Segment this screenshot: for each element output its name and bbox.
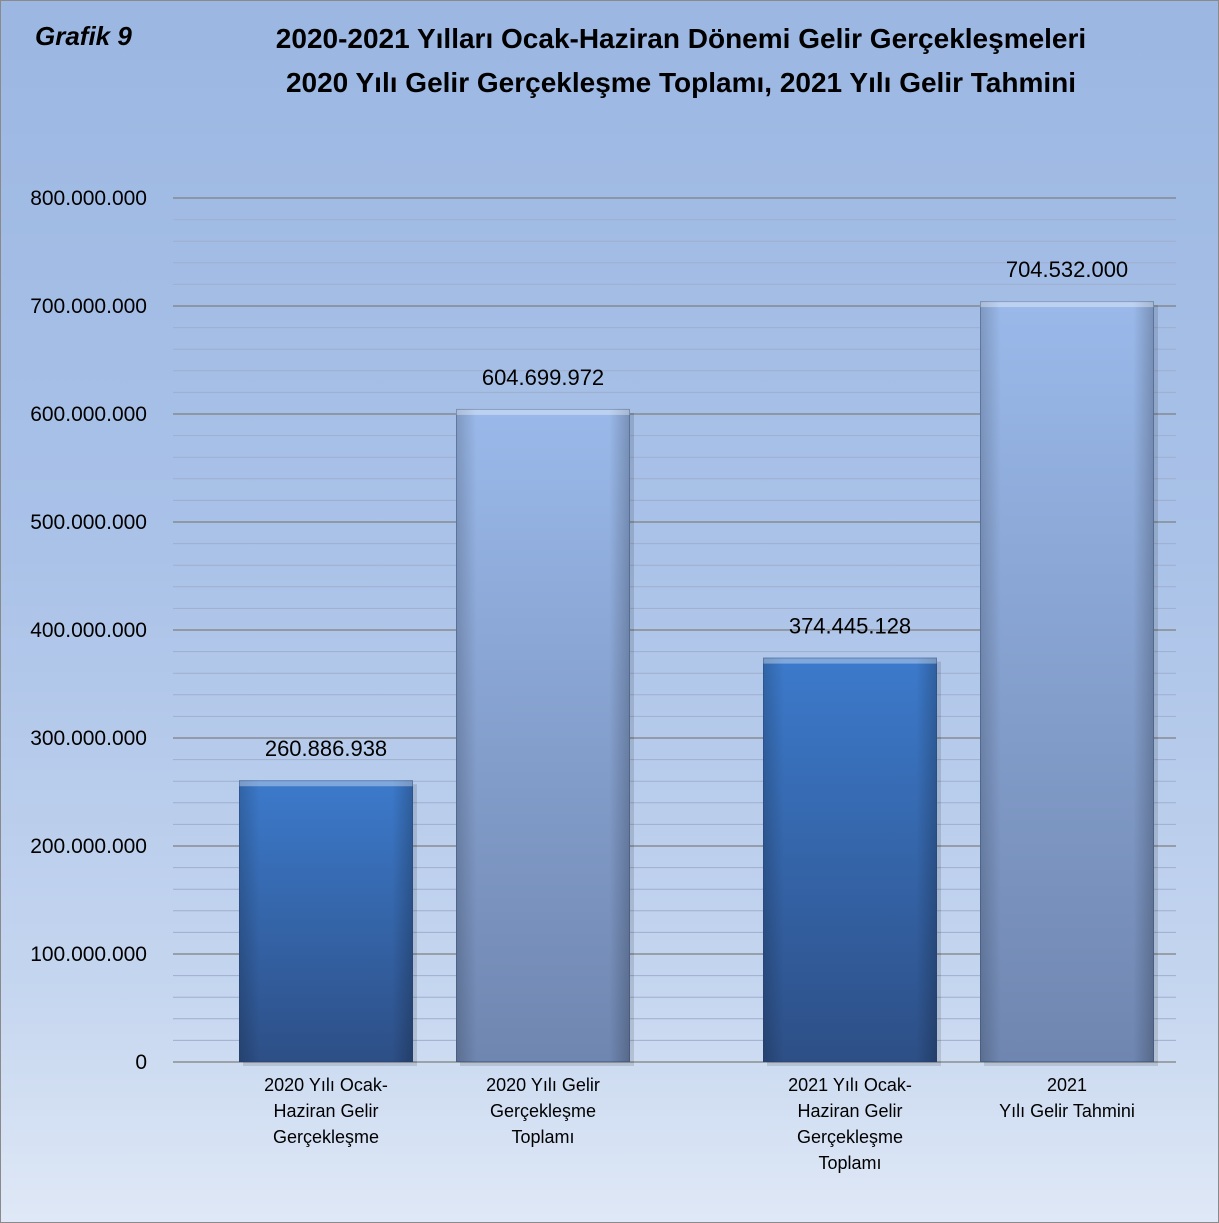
bar-value-label: 374.445.128 [789,614,911,639]
y-tick-label: 200.000.000 [30,835,147,858]
chart-number-label: Grafik 9 [35,21,132,51]
y-tick-label: 0 [135,1051,147,1074]
x-category-label: 2020 Yılı Gelir Gerçekleşme Toplamı [486,1075,600,1147]
y-tick-label: 700.000.000 [30,295,147,318]
y-tick-label: 800.000.000 [30,187,147,210]
bar-value-label: 704.532.000 [1006,257,1128,282]
y-tick-label: 100.000.000 [30,943,147,966]
chart-title: 2020-2021 Yılları Ocak-Haziran Dönemi Ge… [181,17,1181,105]
y-tick-label: 500.000.000 [30,511,147,534]
bar [980,301,1158,1066]
y-tick-label: 600.000.000 [30,403,147,426]
x-category-label: 2020 Yılı Ocak- Haziran Gelir Gerçekleşm… [264,1075,388,1147]
bar-value-label: 604.699.972 [482,365,604,390]
bar [456,408,634,1066]
chart-title-line-1: 2020-2021 Yılları Ocak-Haziran Dönemi Ge… [275,23,1087,54]
x-category-label: 2021 Yılı Gelir Tahmini [999,1075,1135,1121]
y-tick-label: 300.000.000 [30,727,147,750]
bar-value-label: 260.886.938 [265,736,387,761]
bar [239,780,417,1066]
bar [763,657,941,1066]
x-category-label: 2021 Yılı Ocak- Haziran Gelir Gerçekleşm… [788,1075,912,1173]
y-tick-label: 400.000.000 [30,619,147,642]
chart-title-line-2: 2020 Yılı Gelir Gerçekleşme Toplamı, 202… [285,67,1077,98]
